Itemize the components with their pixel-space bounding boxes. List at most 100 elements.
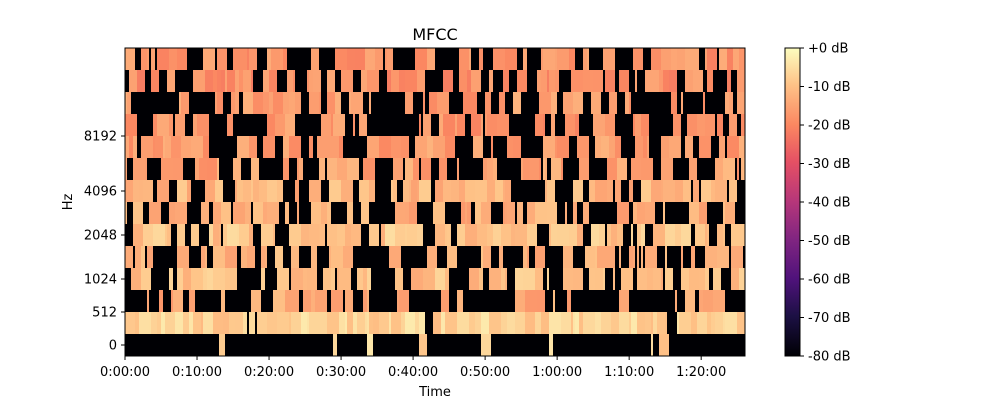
heatmap-cell xyxy=(167,70,176,92)
heatmap-cell xyxy=(741,114,746,136)
heatmap-cell xyxy=(133,224,144,246)
heatmap-cell xyxy=(365,246,368,268)
heatmap-cell xyxy=(243,158,252,180)
heatmap-cell xyxy=(419,114,422,136)
heatmap-cell xyxy=(289,136,302,158)
heatmap-cell xyxy=(161,202,170,224)
heatmap-cell xyxy=(619,114,626,136)
heatmap-cell xyxy=(367,312,370,334)
heatmap-cell xyxy=(301,312,308,334)
heatmap-cell xyxy=(287,180,296,202)
heatmap-cell xyxy=(125,114,138,136)
heatmap-cell xyxy=(667,114,674,136)
heatmap-cell xyxy=(327,290,332,312)
heatmap-cell xyxy=(653,268,662,290)
heatmap-cell xyxy=(203,48,216,70)
heatmap-cell xyxy=(133,246,136,268)
heatmap-cell xyxy=(597,246,610,268)
heatmap-cell xyxy=(609,246,616,268)
heatmap-cell xyxy=(689,268,700,290)
heatmap-cell xyxy=(141,48,148,70)
heatmap-cell xyxy=(427,48,436,70)
heatmap-cell xyxy=(345,114,354,136)
heatmap-cell xyxy=(455,158,458,180)
heatmap-cell xyxy=(369,202,374,224)
heatmap-cell xyxy=(743,334,746,356)
heatmap-cell xyxy=(557,224,570,246)
heatmap-cell xyxy=(391,70,400,92)
heatmap-cell xyxy=(623,334,632,356)
heatmap-cell xyxy=(163,92,172,114)
heatmap-cell xyxy=(709,224,718,246)
heatmap-cell xyxy=(689,334,696,356)
heatmap-cell xyxy=(553,334,562,356)
colorbar-tick-label: -20 dB xyxy=(808,119,851,134)
heatmap-cell xyxy=(125,334,130,356)
heatmap-cell xyxy=(379,224,382,246)
heatmap-cell xyxy=(569,136,578,158)
heatmap-cell xyxy=(473,136,484,158)
heatmap-cell xyxy=(191,180,200,202)
heatmap-cell xyxy=(577,202,584,224)
heatmap-cell xyxy=(523,246,528,268)
heatmap-cell xyxy=(153,180,158,202)
heatmap-cell xyxy=(399,70,406,92)
heatmap-cell xyxy=(677,246,682,268)
heatmap-cell xyxy=(355,290,364,312)
heatmap-cell xyxy=(677,48,686,70)
heatmap-cell xyxy=(555,290,560,312)
heatmap-cell xyxy=(587,290,592,312)
heatmap-cell xyxy=(485,114,488,136)
heatmap-cell xyxy=(125,224,134,246)
heatmap-cell xyxy=(209,202,214,224)
heatmap-cell xyxy=(391,180,394,202)
heatmap-cell xyxy=(621,180,630,202)
heatmap-cell xyxy=(637,268,648,290)
heatmap-cell xyxy=(289,158,292,180)
heatmap-cell xyxy=(535,268,544,290)
heatmap-cell xyxy=(155,92,164,114)
heatmap-cell xyxy=(459,202,462,224)
heatmap-cell xyxy=(607,224,612,246)
heatmap-cell xyxy=(205,70,214,92)
heatmap-cell xyxy=(713,290,726,312)
heatmap-cell xyxy=(435,180,444,202)
heatmap-cell xyxy=(499,92,506,114)
heatmap-cell xyxy=(589,158,594,180)
heatmap-cell xyxy=(483,136,490,158)
heatmap-cell xyxy=(661,180,664,202)
colorbar-tick-label: -30 dB xyxy=(808,157,851,172)
heatmap-cell xyxy=(267,114,276,136)
heatmap-cell xyxy=(627,158,632,180)
heatmap-cell xyxy=(615,246,618,268)
heatmap-cell xyxy=(361,70,368,92)
heatmap-cell xyxy=(223,224,228,246)
heatmap-cell xyxy=(525,136,528,158)
heatmap-cell xyxy=(345,312,348,334)
heatmap-cell xyxy=(551,158,562,180)
heatmap-cell xyxy=(611,334,616,356)
heatmap-cell xyxy=(607,158,618,180)
heatmap-cell xyxy=(157,312,162,334)
heatmap-cell xyxy=(603,48,616,70)
heatmap-cell xyxy=(403,158,406,180)
heatmap-cell xyxy=(441,290,450,312)
heatmap-cell xyxy=(475,180,488,202)
heatmap-cell xyxy=(483,268,490,290)
heatmap-cell xyxy=(547,180,556,202)
heatmap-cell xyxy=(635,114,642,136)
heatmap-cell xyxy=(243,290,252,312)
heatmap-cell xyxy=(557,92,564,114)
heatmap-cell xyxy=(553,290,556,312)
heatmap-cell xyxy=(457,290,464,312)
heatmap-cell xyxy=(301,136,304,158)
heatmap-cell xyxy=(369,180,376,202)
heatmap-cell xyxy=(705,158,714,180)
heatmap-cell xyxy=(459,92,464,114)
heatmap-cell xyxy=(555,180,558,202)
heatmap-cells xyxy=(125,48,746,356)
heatmap-cell xyxy=(405,70,418,92)
heatmap-cell xyxy=(399,114,406,136)
heatmap-cell xyxy=(319,158,326,180)
heatmap-cell xyxy=(681,246,684,268)
